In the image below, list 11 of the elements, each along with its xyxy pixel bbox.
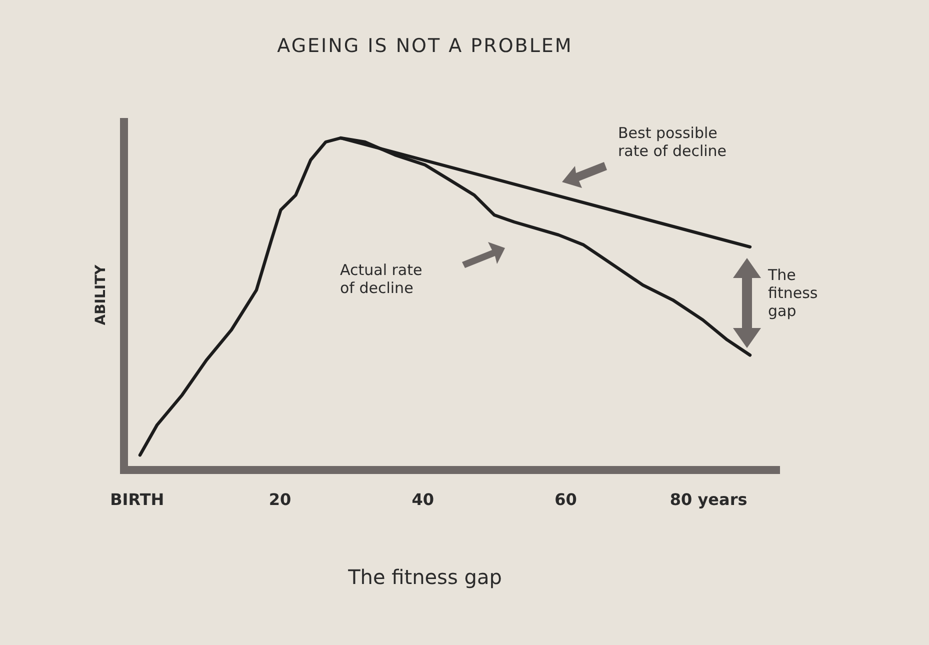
annotation: Actual rate of decline <box>340 261 422 297</box>
y-axis-title: ABILITY <box>93 264 109 326</box>
x-tick-label: BIRTH <box>110 490 164 509</box>
chart-title: AGEING IS NOT A PROBLEM <box>277 35 573 57</box>
annotation: The fitness gap <box>767 266 818 320</box>
x-tick-label: 80 years <box>670 490 748 509</box>
annotation: Best possible rate of decline <box>618 124 727 160</box>
text: The fitness gap <box>347 565 502 589</box>
x-tick-label: 40 <box>412 490 434 509</box>
x-tick-label: 20 <box>268 490 292 509</box>
x-tick-label: 60 <box>554 490 577 509</box>
